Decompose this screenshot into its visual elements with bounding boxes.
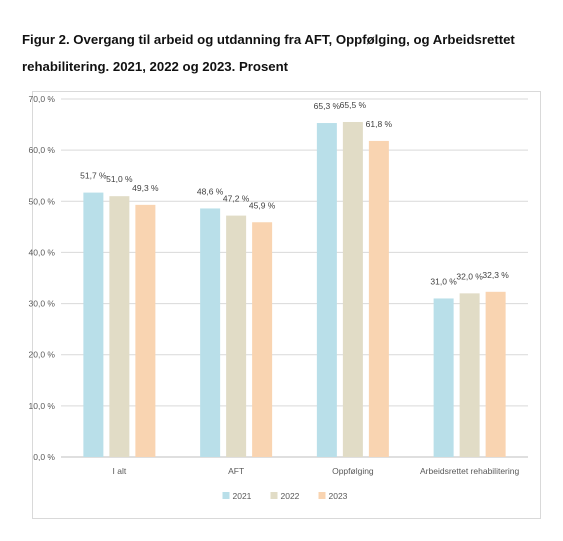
chart-title-line-2: rehabilitering. 2021, 2022 og 2023. Pros… xyxy=(22,59,289,74)
chart-title-line-1: Figur 2. Overgang til arbeid og utdannin… xyxy=(22,32,515,47)
bar-2022 xyxy=(459,293,480,457)
data-label: 48,6 % xyxy=(197,186,224,196)
legend-label: 2021 xyxy=(233,491,252,501)
y-tick-label: 30,0 % xyxy=(29,299,56,309)
y-tick-label: 10,0 % xyxy=(29,401,56,411)
bar-2023 xyxy=(368,140,389,458)
data-label: 51,0 % xyxy=(106,174,133,184)
data-label: 51,7 % xyxy=(80,171,107,181)
data-label: 47,2 % xyxy=(223,194,250,204)
x-tick-label: Oppfølging xyxy=(332,466,374,476)
y-tick-label: 20,0 % xyxy=(29,350,56,360)
x-tick-label: I alt xyxy=(113,466,127,476)
y-tick-label: 40,0 % xyxy=(29,247,56,257)
x-tick-label: Arbeidsrettet rehabilitering xyxy=(420,466,519,476)
bar-2021 xyxy=(316,123,337,457)
data-label: 65,3 % xyxy=(314,101,341,111)
data-label: 45,9 % xyxy=(249,200,276,210)
bar-2022 xyxy=(342,122,363,457)
x-tick-label: AFT xyxy=(228,466,244,476)
data-label: 32,3 % xyxy=(482,270,509,280)
data-label: 31,0 % xyxy=(430,276,457,286)
legend-swatch-2022 xyxy=(270,492,278,499)
chart-frame xyxy=(32,91,541,519)
y-tick-label: 50,0 % xyxy=(29,196,56,206)
bar-2021 xyxy=(433,298,454,457)
data-label: 49,3 % xyxy=(132,183,159,193)
bar-2022 xyxy=(109,196,130,457)
legend-swatch-2023 xyxy=(318,492,326,499)
bar-2021 xyxy=(83,192,104,457)
data-label: 61,8 % xyxy=(366,119,393,129)
bar-2021 xyxy=(200,208,221,457)
y-tick-label: 60,0 % xyxy=(29,145,56,155)
chart-title: Figur 2. Overgang til arbeid og utdannin… xyxy=(22,26,542,80)
data-label: 65,5 % xyxy=(340,100,367,110)
bar-2023 xyxy=(485,291,506,457)
bar-2023 xyxy=(252,222,273,457)
legend-label: 2022 xyxy=(281,491,300,501)
legend-label: 2023 xyxy=(329,491,348,501)
data-label: 32,0 % xyxy=(456,271,483,281)
y-tick-label: 0,0 % xyxy=(33,452,55,462)
bar-2022 xyxy=(226,215,247,457)
legend-swatch-2021 xyxy=(222,492,230,499)
y-tick-label: 70,0 % xyxy=(29,94,56,104)
bar-2023 xyxy=(135,204,156,457)
